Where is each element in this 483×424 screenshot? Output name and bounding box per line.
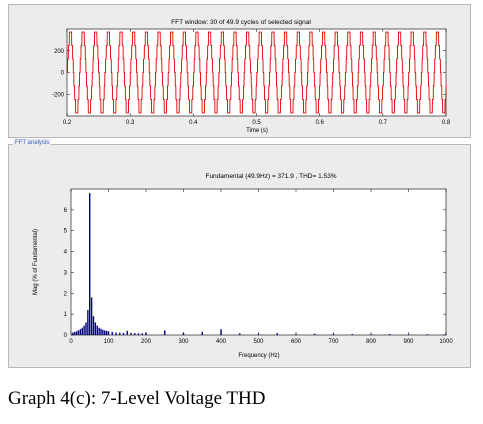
fft-bar — [111, 331, 113, 335]
fft-bar — [122, 332, 125, 335]
fft-x-tick-label: 700 — [328, 339, 339, 345]
fft-bar — [426, 334, 428, 335]
time-x-tick-label: 0.4 — [189, 120, 198, 126]
fft-bar — [145, 332, 147, 335]
figure-caption: Graph 4(c): 7-Level Voltage THD — [8, 388, 266, 409]
fft-bar — [81, 327, 83, 335]
fft-bar — [332, 333, 335, 335]
fft-x-tick-label: 1000 — [439, 339, 453, 345]
fft-x-tick-label: 200 — [141, 339, 152, 345]
fft-bar — [98, 327, 100, 335]
fft-bar — [220, 329, 222, 335]
fft-y-tick-label: 5 — [64, 229, 68, 235]
fft-bar — [137, 333, 140, 335]
fft-bar — [134, 333, 136, 335]
fft-bar — [102, 329, 104, 335]
fft-bar — [126, 330, 128, 335]
time-x-tick-label: 0.3 — [126, 120, 135, 126]
time-signal-panel: FFT window: 30 of 49.9 cycles of selecte… — [8, 4, 471, 138]
fft-bar — [445, 334, 447, 335]
fft-bar — [182, 332, 185, 335]
fft-bar — [257, 333, 260, 335]
fft-bar — [119, 332, 121, 335]
time-x-tick-label: 0.6 — [315, 120, 324, 126]
signal-waveform — [67, 31, 447, 114]
fft-bar — [72, 332, 74, 335]
time-x-tick-label: 0.2 — [63, 120, 72, 126]
fft-plot-area — [70, 188, 447, 336]
fft-bar — [83, 325, 85, 335]
time-chart-title: FFT window: 30 of 49.9 cycles of selecte… — [171, 19, 311, 26]
fft-bar — [141, 333, 143, 335]
fft-x-tick-label: 100 — [103, 339, 114, 345]
time-signal-chart: FFT window: 30 of 49.9 cycles of selecte… — [52, 19, 451, 134]
fft-analysis-panel: FFT analysis Fundamental (49.9Hz) = 371.… — [8, 139, 471, 368]
time-y-tick-label: 0 — [61, 71, 65, 77]
fft-x-tick-label: 0 — [69, 339, 73, 345]
fft-bar — [105, 330, 108, 335]
fft-bar — [89, 193, 91, 335]
time-y-tick-label: 200 — [54, 49, 65, 55]
fft-bar — [295, 333, 297, 335]
fft-x-tick-label: 600 — [291, 339, 302, 345]
fft-chart-title: Fundamental (49.9Hz) = 371.9 , THD= 1.53… — [205, 173, 336, 180]
fft-y-axis-label: Mag (% of Fundamental) — [33, 229, 39, 295]
fft-bar — [107, 331, 110, 335]
fft-bar — [115, 332, 117, 335]
fft-bar — [407, 334, 410, 335]
fft-bar — [351, 333, 353, 335]
time-y-tick-label: -200 — [52, 92, 65, 98]
fft-bar — [90, 297, 93, 335]
fft-bar — [314, 333, 316, 335]
fft-bar — [85, 322, 87, 335]
fft-y-tick-label: 0 — [64, 333, 68, 339]
fft-bar — [104, 330, 106, 335]
fft-x-tick-label: 300 — [178, 339, 189, 345]
fft-bar — [79, 329, 82, 335]
fft-bar — [96, 325, 98, 335]
fft-bar — [164, 330, 166, 335]
fft-y-tick-label: 2 — [64, 291, 68, 297]
fft-x-tick-label: 800 — [366, 339, 377, 345]
fft-panel-label: FFT analysis — [13, 139, 52, 147]
fft-x-axis-label: Frequency (Hz) — [238, 353, 279, 359]
fft-bar — [130, 332, 132, 335]
fft-spectrum-chart: Fundamental (49.9Hz) = 371.9 , THD= 1.53… — [33, 173, 453, 359]
fft-bar — [94, 322, 97, 335]
fft-x-tick-label: 500 — [253, 339, 264, 345]
fft-bar — [389, 333, 391, 335]
fft-bar — [87, 309, 89, 335]
time-x-tick-label: 0.5 — [252, 120, 261, 126]
fft-bar — [239, 333, 241, 335]
fft-y-tick-label: 3 — [64, 270, 68, 276]
fft-x-tick-label: 400 — [216, 339, 227, 345]
fft-bar — [201, 331, 203, 335]
fft-x-tick-label: 900 — [403, 339, 414, 345]
time-x-tick-label: 0.8 — [442, 120, 451, 126]
fft-y-tick-label: 6 — [64, 208, 68, 214]
fft-y-tick-label: 4 — [64, 250, 68, 256]
fft-y-tick-label: 1 — [64, 312, 68, 318]
fft-bar — [100, 328, 102, 335]
fft-bar — [74, 331, 76, 335]
time-x-tick-label: 0.7 — [379, 120, 388, 126]
fft-bar — [75, 331, 78, 335]
fft-bar — [370, 334, 372, 335]
fft-bar — [92, 316, 95, 335]
fft-bar — [276, 333, 278, 335]
time-x-axis-label: Time (s) — [246, 128, 268, 134]
fft-bar — [77, 330, 80, 335]
